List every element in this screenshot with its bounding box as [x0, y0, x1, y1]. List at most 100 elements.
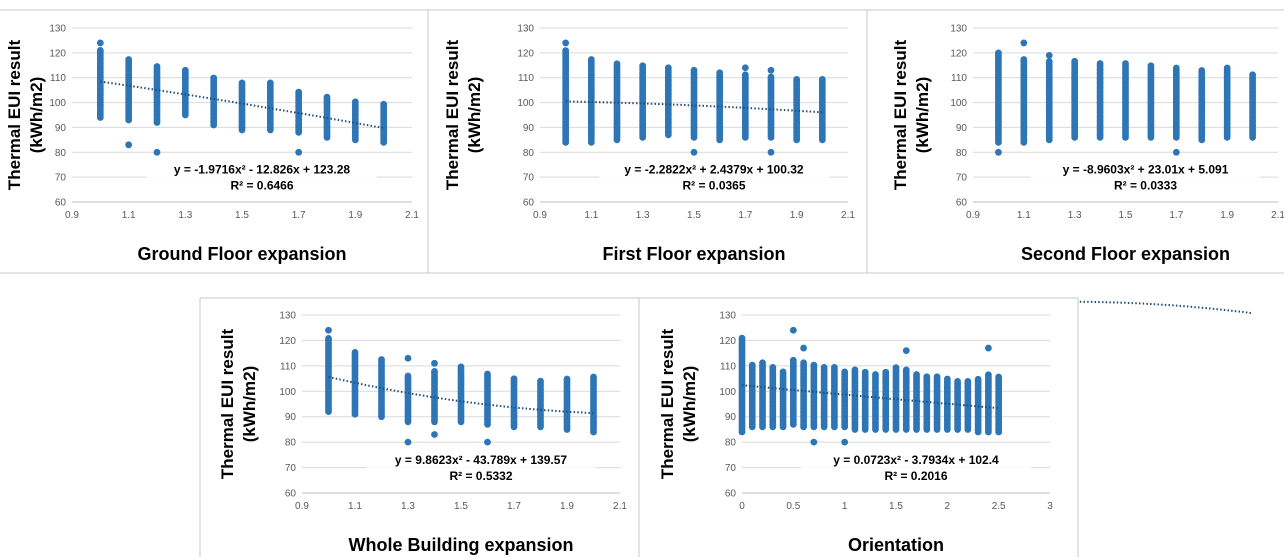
data-point	[613, 60, 621, 68]
x-tick-label: 1.1	[122, 210, 136, 221]
equation-background	[801, 450, 1031, 485]
data-point	[380, 100, 388, 108]
x-tick-label: 2	[945, 501, 951, 512]
data-point-outlier	[325, 326, 332, 334]
data-point	[210, 74, 218, 82]
x-tick-label: 1.7	[1169, 210, 1183, 221]
x-tick-label: 1.9	[560, 501, 574, 512]
data-point	[810, 361, 818, 369]
x-tick-label: 1	[842, 501, 848, 512]
chart-panel-first-floor: 60 70 80 90 100 110 120 130 0.9 1.1 1.3 1.5 1.7 1.9 2.…	[430, 10, 866, 273]
y-axis-title-line2: (kWh/m2)	[913, 77, 932, 154]
y-axis-title-line1: Thermal EUI result	[891, 40, 910, 191]
data-point-outlier	[562, 39, 570, 47]
data-point	[779, 368, 787, 376]
data-point	[457, 363, 465, 371]
series-points	[96, 39, 388, 156]
data-point	[851, 366, 859, 374]
data-point	[153, 63, 161, 70]
data-point	[537, 377, 544, 385]
y-tick-label: 90	[725, 412, 737, 423]
trendline-equation: y = -2.2822x² + 2.4379x + 100.32	[624, 163, 803, 177]
data-point-outlier	[431, 431, 438, 438]
x-tick-label: 0	[739, 501, 745, 512]
x-tick-label: 0.9	[966, 210, 980, 221]
chart-panel-ground-floor: 60 70 80 90 100 110 120 130 0.9 1.1 1.3 1.5 1.7 1.9 2.…	[0, 10, 427, 273]
y-axis-title-line1: Thermal EUI result	[658, 329, 677, 480]
data-point	[325, 334, 332, 342]
y-tick-label: 130	[719, 311, 736, 322]
x-tick-label: 2.5	[992, 501, 1006, 512]
data-point-outlier	[800, 344, 807, 352]
data-point	[985, 371, 992, 379]
y-tick-label: 110	[280, 361, 296, 372]
trendline-equation: y = 9.8623x² - 43.789x + 139.57	[395, 453, 567, 467]
x-tick-label: 1.1	[348, 501, 362, 512]
data-point	[943, 375, 951, 383]
data-point	[96, 46, 104, 54]
data-point-outlier	[295, 148, 303, 156]
trendline-r2: R² = 0.5332	[449, 469, 512, 483]
equation-background	[366, 450, 596, 485]
trendline-r2: R² = 0.0365	[682, 179, 745, 193]
data-point	[510, 375, 518, 383]
data-point	[266, 79, 274, 87]
data-point-outlier	[1172, 148, 1180, 156]
y-axis-title-line1: Thermal EUI result	[443, 40, 462, 191]
x-tick-label: 1.3	[1068, 210, 1082, 221]
x-tick-label: 1.3	[178, 210, 192, 221]
equation-background	[1030, 160, 1261, 195]
data-point	[954, 377, 961, 385]
y-tick-label: 80	[725, 438, 737, 449]
chart-svg-ground-floor: 60 70 80 90 100 110 120 130 0.9 1.1 1.3 1.5 1.7 1.9 2.…	[5, 24, 419, 265]
data-point	[323, 93, 331, 101]
data-point-outlier	[995, 148, 1002, 156]
y-tick-label: 80	[956, 148, 968, 159]
chart-panel-second-floor: 60 70 80 90 100 110 120 130 0.9 1.1 1.3 1.5 1.7 1.9 2.…	[868, 10, 1284, 315]
data-point	[1020, 56, 1028, 63]
data-point	[974, 375, 982, 383]
data-point-outlier	[789, 326, 797, 334]
x-tick-label: 2.1	[405, 210, 419, 221]
x-tick-label: 1.7	[507, 501, 521, 512]
y-axis-title-line1: Thermal EUI result	[218, 329, 237, 480]
y-tick-label: 130	[49, 24, 66, 35]
data-point-outlier	[431, 359, 438, 367]
y-tick-label: 110	[720, 361, 736, 372]
data-point	[431, 368, 438, 375]
y-tick-label: 100	[517, 98, 534, 109]
y-tick-label: 90	[285, 412, 297, 423]
x-tick-label: 0.5	[786, 501, 800, 512]
y-tick-label: 90	[956, 123, 968, 134]
data-point	[738, 334, 746, 342]
data-point	[1223, 64, 1231, 72]
data-point	[378, 356, 385, 363]
data-point	[995, 49, 1002, 57]
y-tick-label: 70	[956, 173, 968, 184]
data-point	[820, 363, 828, 371]
x-tick-label: 0.9	[533, 210, 547, 221]
data-point	[767, 73, 775, 81]
y-axis-title-line1: Thermal EUI result	[5, 40, 24, 191]
data-point	[238, 79, 246, 87]
data-point-outlier	[810, 438, 818, 446]
y-tick-label: 70	[725, 463, 737, 474]
y-tick-label: 120	[49, 48, 66, 59]
data-point-outlier	[741, 64, 749, 72]
data-point	[741, 71, 749, 79]
trendline-equation: y = -8.9603x² + 23.01x + 5.091	[1063, 163, 1229, 177]
data-point-outlier	[767, 148, 775, 156]
chart-svg-second-floor: 60 70 80 90 100 110 120 130 0.9 1.1 1.3 1.5 1.7 1.9 2.…	[891, 24, 1284, 315]
data-point	[793, 76, 801, 83]
x-axis-title: Second Floor expansion	[1021, 244, 1230, 264]
data-point	[882, 368, 890, 376]
data-point	[664, 64, 672, 72]
data-point	[902, 366, 910, 374]
x-tick-label: 1.1	[584, 210, 598, 221]
data-point	[789, 356, 797, 364]
data-point	[562, 47, 570, 55]
data-point-outlier	[404, 354, 412, 362]
x-tick-label: 1.9	[790, 210, 804, 221]
x-axis-title: Ground Floor expansion	[137, 244, 346, 264]
trendline-r2: R² = 0.0333	[1114, 179, 1177, 193]
